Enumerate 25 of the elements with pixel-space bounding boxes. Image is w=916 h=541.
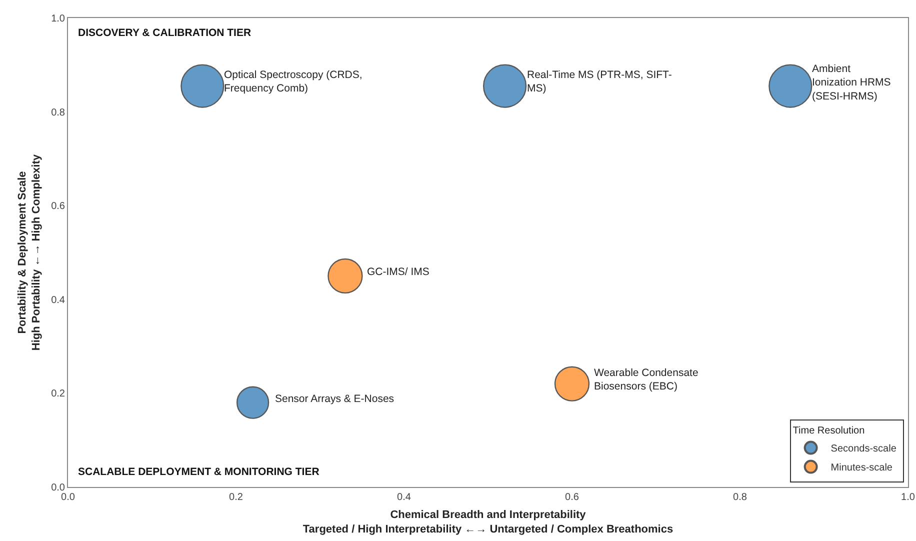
y-tick-label: 0.0 — [51, 482, 66, 494]
annotation: SCALABLE DEPLOYMENT & MONITORING TIER — [78, 466, 320, 478]
legend-label: Seconds-scale — [830, 444, 897, 455]
legend-label: Minutes-scale — [830, 462, 893, 474]
x-tick-label: 0.8 — [733, 492, 748, 503]
y-axis-title: Portability & Deployment Scale High Portability ←→ High Complexity — [16, 154, 43, 351]
x-axis-title: Chemical Breadth and Interpretability Targeted / High Interpretability ←→ Untargeted / Complex Breathomics — [302, 509, 674, 536]
y-tick-label: 0.6 — [51, 201, 66, 212]
annotation: Wearable Condensate Biosensors (EBC) — [594, 367, 698, 393]
annotation: Ambient Ionization HRMS (SESI-HRMS) — [812, 63, 891, 102]
y-tick-label: 0.4 — [51, 294, 66, 306]
annotation: Optical Spectroscopy (CRDS, Frequency Comb) — [224, 69, 362, 95]
annotation: Sensor Arrays & E-Noses — [275, 393, 394, 405]
annotation: GC-IMS/ IMS — [367, 266, 430, 278]
legend-title: Time Resolution — [792, 425, 865, 436]
annotation: DISCOVERY & CALIBRATION TIER — [78, 27, 252, 39]
x-tick-label: 0.2 — [229, 492, 244, 503]
x-tick-label: 0.4 — [397, 492, 412, 503]
y-tick-label: 0.2 — [51, 388, 66, 400]
x-tick-label: 0.0 — [61, 492, 76, 503]
x-tick-label: 1.0 — [901, 492, 916, 503]
y-tick-label: 1.0 — [51, 14, 66, 24]
y-tick-label: 0.8 — [51, 107, 66, 118]
x-tick-label: 0.6 — [565, 492, 580, 503]
annotation: Real-Time MS (PTR-MS, SIFT- MS) — [527, 69, 672, 95]
